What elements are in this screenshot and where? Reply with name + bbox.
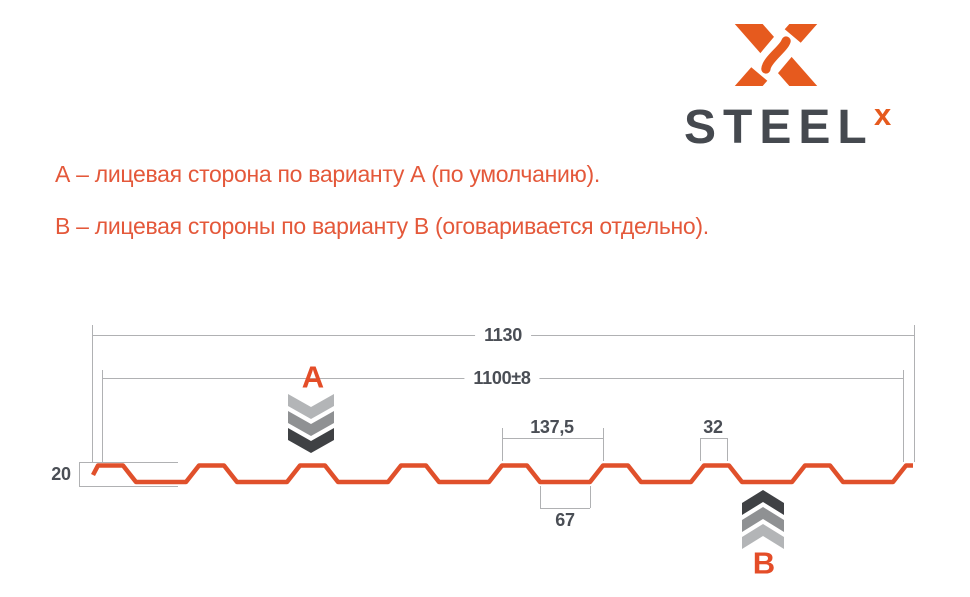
sheet-profile-outline [91, 463, 913, 485]
dim-rib-pitch: 137,5 [530, 417, 574, 437]
dim-working-width: 1100±8 [464, 369, 540, 387]
dim-overall-width: 1130 [475, 326, 531, 344]
logo-wordmark: STEEL [684, 101, 874, 154]
side-b-chevrons-icon [742, 490, 784, 549]
steelx-logo: STEEL x [660, 0, 940, 160]
dim-rib-top-width: 32 [703, 417, 723, 437]
marker-side-b: B [752, 545, 776, 581]
side-a-chevrons-icon [288, 394, 334, 453]
dim-valley-width: 67 [555, 510, 575, 530]
logo-superscript-x: x [874, 97, 892, 132]
marker-side-a: A [301, 359, 325, 395]
steelx-x-icon [734, 24, 818, 86]
dim-profile-height: 20 [51, 464, 71, 484]
note-variant-b: В – лицевая стороны по варианту В (огова… [55, 213, 709, 239]
note-variant-a: А – лицевая сторона по варианту А (по ум… [55, 161, 600, 187]
